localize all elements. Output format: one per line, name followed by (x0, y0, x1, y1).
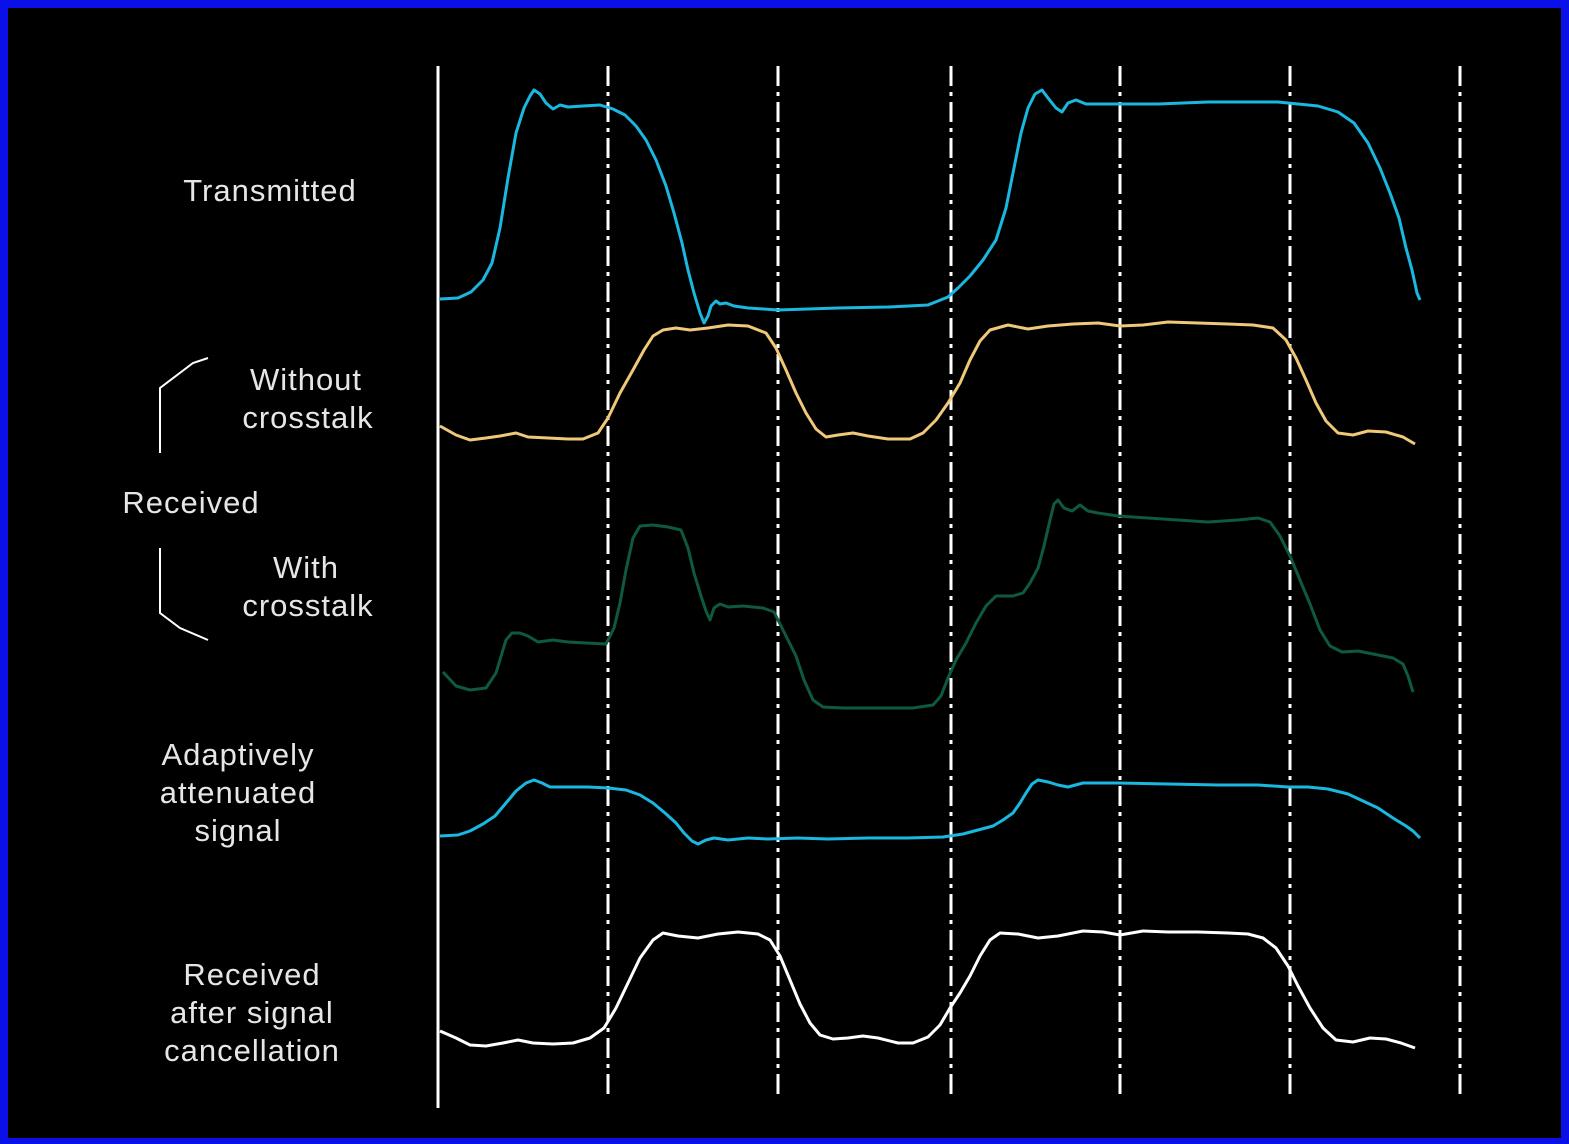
label-without-line1: Without (250, 362, 362, 397)
label-after-line1: Received (183, 957, 320, 992)
diagram-panel: Transmitted Without crosstalk Received W… (8, 8, 1561, 1138)
label-without-line2: crosstalk (242, 400, 373, 435)
label-after-line2: after signal (170, 995, 334, 1030)
label-after-line3: cancellation (164, 1033, 340, 1068)
with-crosstalk-waveform (441, 498, 1415, 710)
label-with-line1: With (273, 550, 339, 585)
label-transmitted: Transmitted (183, 173, 357, 208)
row-labels: Transmitted Without crosstalk Received W… (122, 173, 373, 1068)
label-attenuated-line2: attenuated (160, 775, 317, 810)
label-with-line2: crosstalk (242, 588, 373, 623)
label-attenuated-line1: Adaptively (161, 737, 314, 772)
after-cancellation-waveform (439, 929, 1416, 1050)
label-attenuated-line3: signal (195, 813, 282, 848)
without-crosstalk-waveform (439, 320, 1416, 446)
crosstalk-cancellation-diagram: Transmitted Without crosstalk Received W… (122, 66, 1462, 1108)
received-bracket-lower (159, 548, 209, 641)
timing-lines (436, 66, 1462, 1108)
label-received: Received (122, 485, 259, 520)
transmitted-waveform (439, 88, 1422, 325)
received-bracket-upper (159, 357, 209, 453)
attenuated-signal-waveform (439, 778, 1422, 846)
